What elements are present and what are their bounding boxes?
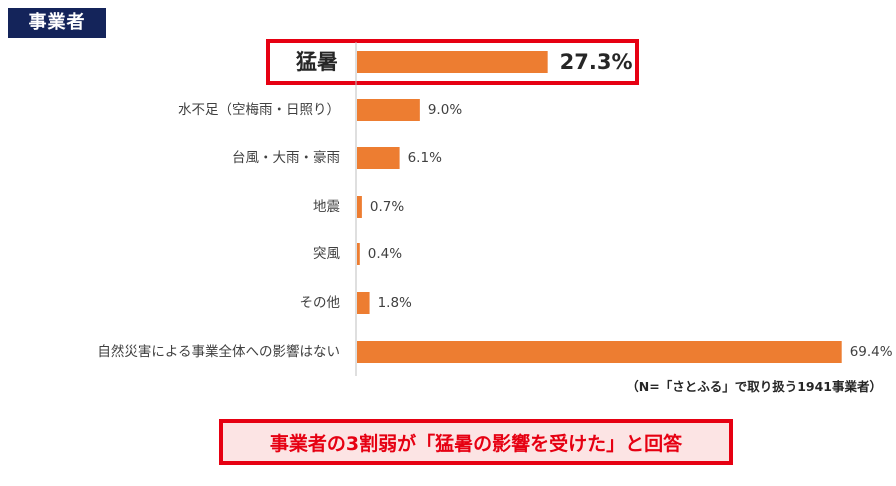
sample-size-note: （N=「さとふる」で取り扱う1941事業者）	[626, 379, 882, 394]
category-label-1: 水不足（空梅雨・日照り）	[178, 102, 340, 118]
category-label-0: 猛暑	[295, 50, 338, 74]
bar-0	[357, 51, 548, 73]
category-label-5: その他	[300, 295, 341, 311]
bar-1	[357, 99, 420, 121]
value-label-0: 27.3%	[560, 50, 633, 74]
bar-5	[357, 292, 370, 314]
highlight-frame	[266, 39, 639, 85]
conclusion-box: 事業者の3割弱が「猛暑の影響を受けた」と回答	[219, 419, 733, 465]
category-label-3: 地震	[313, 199, 340, 215]
horizontal-bar-chart: 猛暑 27.3% 水不足（空梅雨・日照り） 9.0% 台風・大雨・豪雨 6.1% 地震 0.7…	[97, 39, 893, 376]
value-label-4: 0.4%	[368, 246, 402, 262]
category-label-4: 突風	[313, 246, 340, 262]
category-label-6: 自然災害による事業全体への影響はない	[97, 343, 340, 360]
bar-4	[357, 243, 360, 265]
bar-3	[357, 196, 362, 218]
value-label-1: 9.0%	[428, 102, 462, 118]
value-label-2: 6.1%	[408, 150, 442, 166]
bar-6	[357, 341, 842, 363]
respondent-type-tag: 事業者	[8, 8, 106, 38]
value-label-5: 1.8%	[378, 295, 412, 311]
category-label-2: 台風・大雨・豪雨	[232, 150, 340, 166]
value-label-6: 69.4%	[850, 344, 893, 360]
value-label-3: 0.7%	[370, 199, 404, 215]
bar-2	[357, 147, 400, 169]
